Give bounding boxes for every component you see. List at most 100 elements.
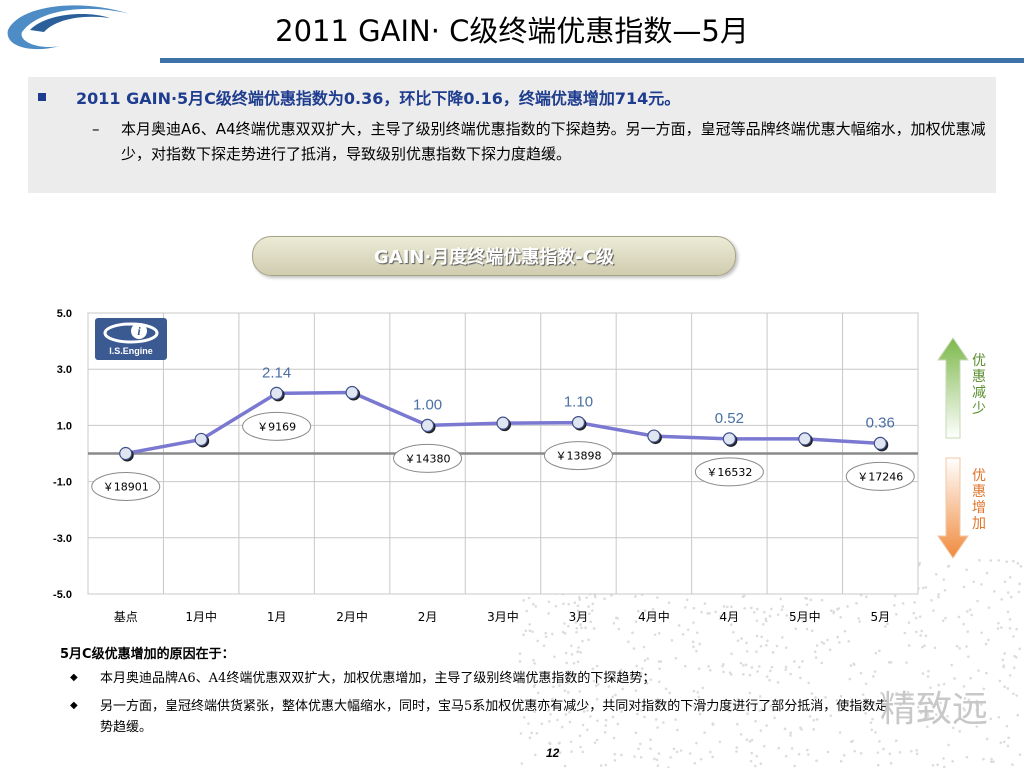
- map-dot: [695, 649, 698, 653]
- data-value-label: 0.36: [866, 414, 895, 431]
- map-dot: [577, 595, 581, 599]
- map-dot: [685, 598, 689, 602]
- map-dot: [637, 747, 640, 751]
- price-callout: [393, 443, 463, 473]
- map-dot: [907, 621, 911, 624]
- map-dot: [677, 624, 681, 627]
- map-dot: [790, 747, 794, 750]
- map-dot: [604, 763, 608, 767]
- map-dot: [579, 623, 582, 626]
- map-dot: [801, 660, 804, 663]
- map-dot: [567, 602, 571, 606]
- map-dot: [872, 675, 875, 678]
- map-dot: [530, 731, 533, 735]
- map-dot: [977, 669, 980, 672]
- map-dot: [707, 664, 710, 668]
- map-dot: [698, 712, 702, 716]
- map-dot: [719, 615, 722, 618]
- map-dot: [846, 605, 849, 608]
- map-dot: [812, 728, 815, 731]
- map-dot: [735, 746, 739, 749]
- map-dot: [980, 631, 983, 635]
- map-dot: [760, 635, 763, 639]
- map-dot: [984, 642, 988, 646]
- map-dot: [646, 657, 650, 660]
- map-dot: [874, 702, 878, 706]
- map-dot: [907, 644, 911, 647]
- map-dot: [520, 762, 524, 765]
- map-dot: [848, 677, 852, 681]
- map-dot: [1000, 598, 1003, 601]
- map-dot: [749, 759, 753, 763]
- map-dot: [921, 672, 925, 675]
- map-dot: [785, 614, 789, 617]
- map-dot: [599, 764, 603, 767]
- map-dot: [651, 607, 655, 611]
- map-dot: [736, 722, 739, 726]
- map-dot: [567, 691, 570, 694]
- map-dot: [590, 609, 594, 612]
- map-dot: [730, 652, 733, 656]
- map-dot: [963, 697, 967, 700]
- map-dot: [639, 708, 643, 712]
- map-dot: [905, 696, 909, 700]
- data-point: [119, 446, 133, 461]
- map-dot: [842, 706, 845, 709]
- map-dot: [815, 718, 819, 721]
- map-dot: [789, 672, 793, 676]
- map-dot: [735, 750, 738, 753]
- map-dot: [849, 664, 853, 667]
- map-dot: [1008, 627, 1012, 630]
- map-dot: [835, 699, 838, 702]
- map-dot: [745, 738, 749, 741]
- map-dot: [692, 705, 696, 708]
- map-dot: [547, 612, 550, 615]
- map-dot: [903, 631, 907, 635]
- map-dot: [915, 748, 919, 752]
- map-dot: [584, 702, 588, 706]
- map-dot: [818, 705, 822, 709]
- map-dot: [578, 690, 582, 693]
- map-dot: [634, 689, 638, 692]
- map-dot: [784, 646, 788, 649]
- map-dot: [976, 599, 979, 603]
- price-callout: [543, 441, 613, 471]
- data-point: [194, 432, 208, 447]
- map-dot: [769, 669, 772, 673]
- map-dot: [706, 612, 709, 615]
- map-dot: [950, 663, 953, 667]
- map-dot: [965, 645, 968, 648]
- map-dot: [874, 651, 878, 655]
- map-dot: [535, 731, 539, 735]
- map-dot: [553, 655, 556, 659]
- map-dot: [611, 715, 615, 719]
- map-dot: [586, 728, 589, 732]
- map-dot: [895, 691, 898, 695]
- x-tick-label: 2月中: [336, 609, 368, 624]
- map-dot: [918, 615, 922, 618]
- map-dot: [968, 608, 972, 611]
- map-dot: [565, 661, 568, 665]
- map-dot: [669, 756, 672, 759]
- map-dot: [882, 747, 885, 751]
- map-dot: [700, 610, 703, 614]
- map-dot: [921, 645, 924, 649]
- map-dot: [775, 644, 779, 648]
- map-dot: [522, 716, 526, 719]
- map-dot: [692, 606, 696, 610]
- map-dot: [978, 558, 981, 562]
- map-dot: [519, 732, 523, 735]
- map-dot: [997, 559, 1001, 562]
- map-dot: [711, 755, 714, 759]
- map-dot: [814, 656, 818, 659]
- map-dot: [942, 682, 946, 686]
- data-point: [345, 385, 359, 400]
- map-dot: [897, 721, 900, 725]
- map-dot: [919, 702, 923, 706]
- map-dot: [943, 588, 947, 592]
- map-dot: [739, 733, 743, 736]
- map-dot: [643, 659, 647, 662]
- data-value-label: 2.14: [262, 364, 291, 381]
- data-value-label: 1.10: [564, 394, 593, 411]
